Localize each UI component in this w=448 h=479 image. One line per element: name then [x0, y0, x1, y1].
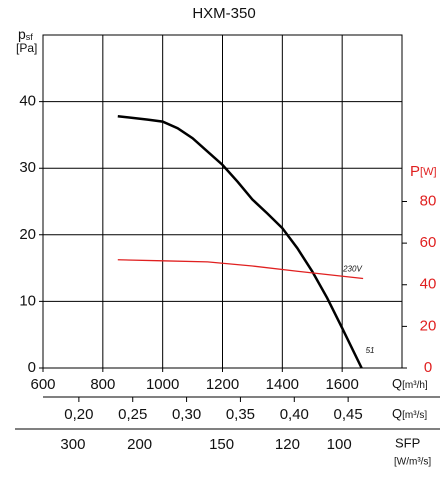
y-label: psf: [18, 26, 33, 43]
y-tick-label: 20: [19, 226, 36, 243]
x-tick-label: 1200: [206, 376, 239, 393]
sfp-tick-label: 200: [127, 436, 152, 453]
series-label: 51: [366, 346, 375, 355]
sfp-tick-label: 150: [209, 436, 234, 453]
x3-label-unit: [W/m³/s]: [394, 457, 431, 468]
chart-title: HXM-350: [192, 5, 255, 22]
x-tick-label: 1400: [266, 376, 299, 393]
x-label-unit: [m³/h]: [402, 380, 428, 391]
y2-label-main: P: [410, 163, 420, 180]
series-label: 230V: [342, 265, 362, 274]
x2-tick-label: 0,40: [280, 406, 309, 423]
sfp-tick-label: 300: [60, 436, 85, 453]
y-tick-label: 30: [19, 159, 36, 176]
x-label-main: Q: [392, 376, 402, 391]
x3-label: SFP: [395, 435, 420, 450]
y-tick-label: 10: [19, 292, 36, 309]
y-label-sub: sf: [26, 32, 34, 42]
x-label: Q[m³/h]: [392, 376, 428, 391]
y-label-unit: [Pa]: [16, 41, 37, 55]
y2-tick-label: 40: [420, 276, 437, 293]
y2-tick-label: 20: [420, 317, 437, 334]
x2-label-unit: [m³/s]: [402, 410, 427, 421]
x2-tick-label: 0,45: [334, 406, 363, 423]
x-tick-label: 600: [30, 376, 55, 393]
y-tick-label: 0: [28, 359, 36, 376]
x2-tick-label: 0,25: [118, 406, 147, 423]
series-line: [117, 115, 363, 369]
x2-tick-label: 0,20: [64, 406, 93, 423]
series-line: [117, 259, 364, 280]
sfp-tick-label: 100: [327, 436, 352, 453]
y2-tick-label: 0: [424, 359, 432, 376]
x-tick-label: 1600: [325, 376, 358, 393]
x2-label: Q[m³/s]: [392, 406, 427, 421]
y2-label: P[W]: [410, 163, 437, 180]
y2-tick-label: 60: [420, 234, 437, 251]
y-tick-label: 40: [19, 93, 36, 110]
y2-tick-label: 80: [420, 192, 437, 209]
x-tick-label: 1000: [146, 376, 179, 393]
y2-label-unit: [W]: [420, 166, 437, 178]
sfp-tick-label: 120: [275, 436, 300, 453]
x2-label-main: Q: [392, 406, 402, 421]
y-label-main: p: [18, 26, 26, 42]
x-tick-label: 800: [90, 376, 115, 393]
x2-tick-label: 0,30: [172, 406, 201, 423]
x2-tick-label: 0,35: [226, 406, 255, 423]
